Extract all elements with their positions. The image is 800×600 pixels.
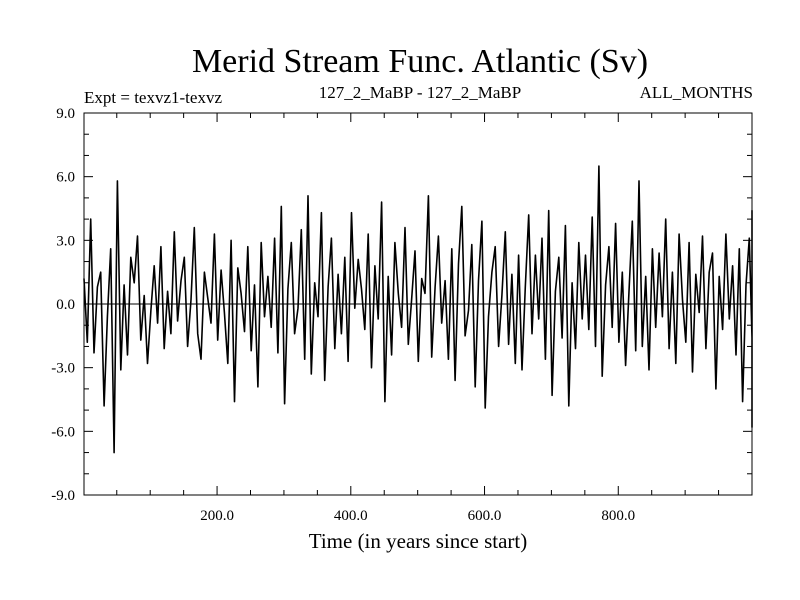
- plot-area: -9.0 -6.0 -3.0 0.0 3.0 6.0 9.0 200.0 400.0 600.0…: [51, 106, 753, 524]
- chart-subtitle-right: ALL_MONTHS: [640, 83, 753, 102]
- series-line: [83, 165, 753, 454]
- chart-subtitle-center: 127_2_MaBP - 127_2_MaBP: [319, 83, 521, 102]
- x-tick-label: 200.0: [200, 508, 234, 524]
- y-tick-label: 6.0: [56, 170, 75, 186]
- x-tick-label: 400.0: [334, 508, 368, 524]
- y-axis: -9.0 -6.0 -3.0 0.0 3.0 6.0 9.0: [51, 106, 752, 504]
- chart-title: Merid Stream Func. Atlantic (Sv): [192, 43, 648, 80]
- x-tick-label: 600.0: [468, 508, 502, 524]
- y-tick-label: 9.0: [56, 106, 75, 122]
- y-tick-label: 0.0: [56, 297, 75, 313]
- x-tick-label: 800.0: [601, 508, 635, 524]
- x-axis: 200.0 400.0 600.0 800.0: [116, 113, 720, 524]
- y-tick-label: 3.0: [56, 233, 75, 249]
- x-axis-label: Time (in years since start): [309, 529, 528, 553]
- y-tick-label: -6.0: [51, 424, 75, 440]
- chart-subtitle-left: Expt = texvz1-texvz: [84, 88, 222, 107]
- y-tick-label: -3.0: [51, 361, 75, 377]
- y-tick-label: -9.0: [51, 488, 75, 504]
